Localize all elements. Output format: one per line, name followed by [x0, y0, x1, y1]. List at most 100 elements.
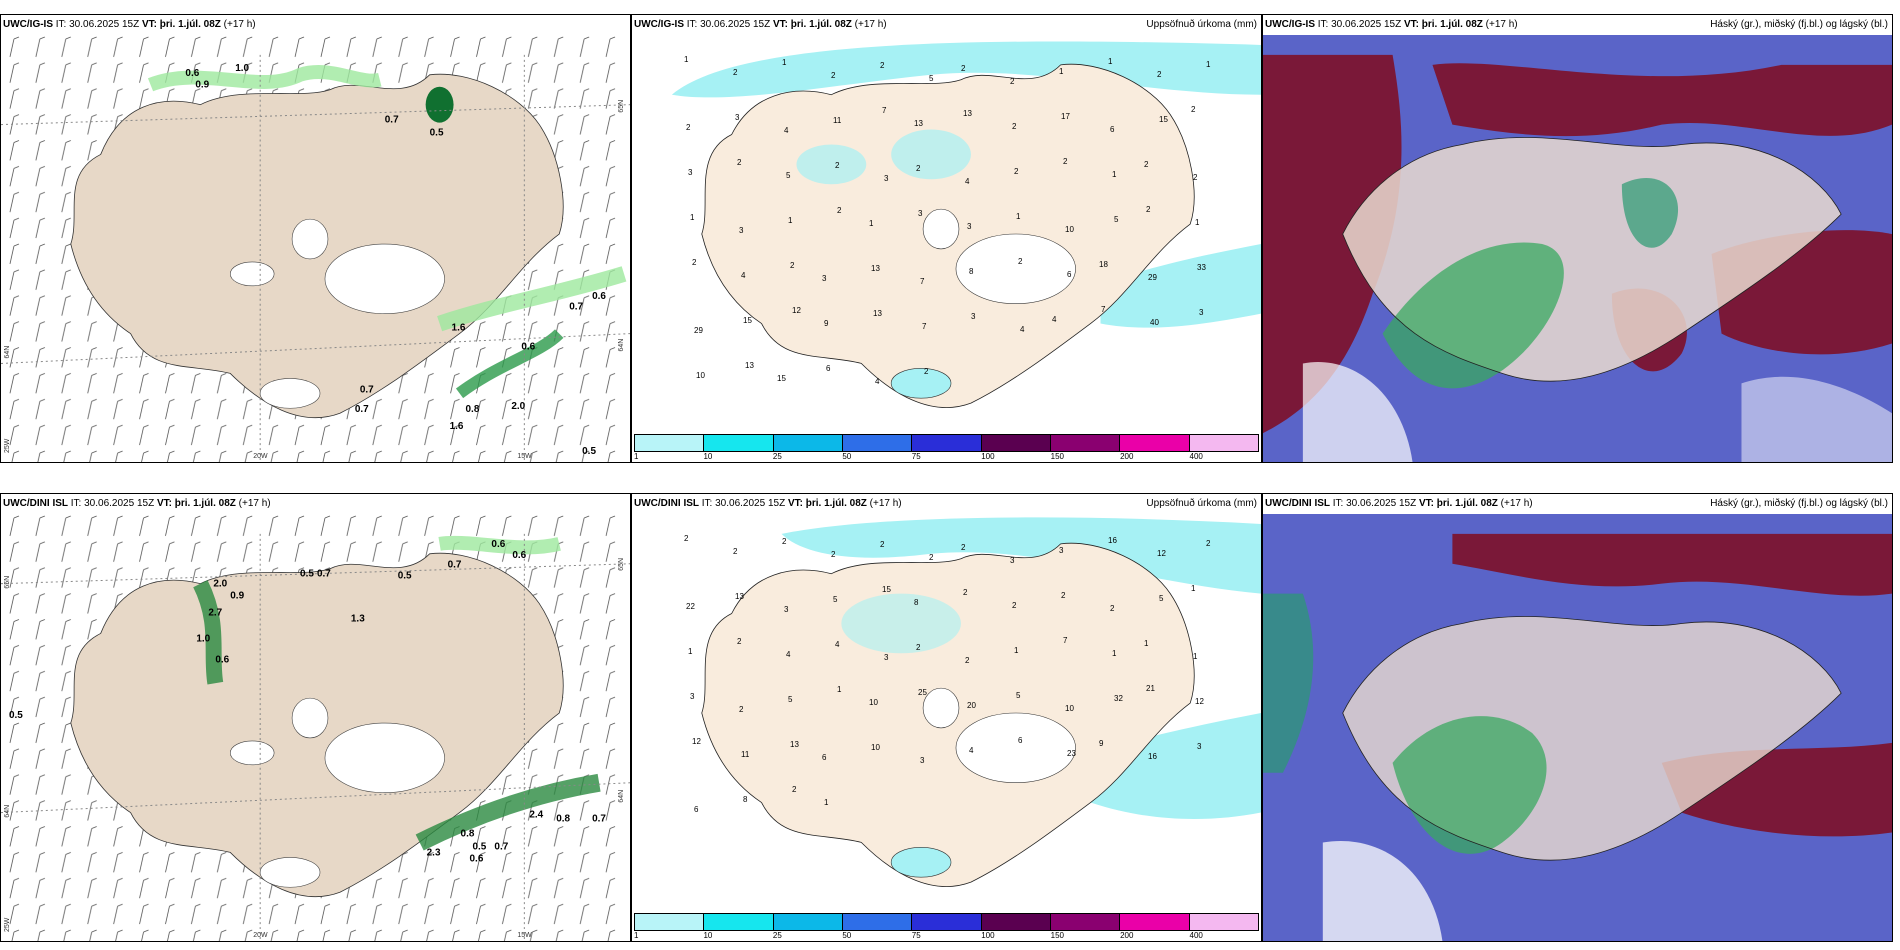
precip-panel-row2: UWC/DINI ISL IT: 30.06.2025 15Z VT: þri.… — [631, 493, 1262, 942]
init-time: IT: 30.06.2025 15Z — [1332, 498, 1417, 509]
precip-value: 3 — [1199, 308, 1204, 317]
precip-value: 3 — [735, 113, 740, 122]
lat-label: 65N — [618, 558, 625, 571]
precip-value: 2 — [924, 367, 929, 376]
precip-value: 1 — [1016, 212, 1021, 221]
precip-value: 2 — [929, 553, 934, 562]
valid-label: VT: — [1418, 498, 1434, 509]
legend-color-cell — [1120, 435, 1190, 451]
wind-value: 2.7 — [208, 608, 222, 619]
wind-value: 0.5 — [473, 841, 487, 852]
model-name: UWC/DINI ISL — [1265, 498, 1330, 509]
precip-value: 5 — [1114, 215, 1119, 224]
legend-tick: 50 — [842, 931, 852, 940]
precip-value: 1 — [688, 647, 693, 656]
legend-tick: 400 — [1189, 931, 1203, 940]
precip-value: 4 — [1020, 325, 1025, 334]
legend-ticks: 1 10 25 50 75 100 150 200 400 — [634, 452, 1259, 462]
precip-value: 2 — [831, 550, 836, 559]
precip-value: 3 — [690, 692, 695, 701]
precip-value: 2 — [961, 543, 966, 552]
precip-panel-row1: UWC/IG-IS IT: 30.06.2025 15Z VT: þri. 1.… — [631, 14, 1262, 463]
precip-value: 2 — [1061, 591, 1066, 600]
precip-value: 1 — [869, 219, 874, 228]
precip-value: 2 — [737, 158, 742, 167]
valid-label: VT: — [787, 498, 803, 509]
cloud-map[interactable] — [1263, 35, 1892, 462]
precip-value: 1 — [1195, 218, 1200, 227]
precip-value: 1 — [824, 798, 829, 807]
wind-value: 0.7 — [494, 841, 508, 852]
precip-value: 32 — [1114, 694, 1123, 703]
wind-value: 0.5 — [398, 571, 412, 582]
precip-value: 21 — [1146, 684, 1155, 693]
panel-header: UWC/DINI ISL IT: 30.06.2025 15Z VT: þri.… — [1263, 494, 1892, 514]
wind-value: 0.6 — [592, 291, 606, 302]
precip-value: 7 — [1101, 305, 1106, 314]
precip-value: 10 — [696, 371, 705, 380]
precip-value: 1 — [1191, 584, 1196, 593]
precip-map[interactable]: 2 2 2 2 2 2 2 3 3 16 12 2 22 13 3 5 15 8 2 2 2 2 5 1 1 2 4 4 3 2 2 1 7 1 1… — [632, 514, 1261, 911]
precip-value: 4 — [835, 640, 840, 649]
legend-color-cell — [773, 435, 843, 451]
valid-time: þri. 1.júl. 08Z — [1421, 19, 1483, 30]
legend-tick: 75 — [911, 452, 921, 461]
precip-value: 4 — [786, 650, 791, 659]
lead-time: (+17 h) — [238, 498, 271, 509]
precip-value: 2 — [737, 637, 742, 646]
wind-value: 2.3 — [427, 847, 441, 858]
cloud-panel-row1: UWC/IG-IS IT: 30.06.2025 15Z VT: þri. 1.… — [1262, 14, 1893, 463]
lead-time: (+17 h) — [869, 498, 902, 509]
wind-value: 0.7 — [448, 560, 462, 571]
valid-time: þri. 1.júl. 08Z — [174, 498, 236, 509]
wind-map[interactable]: 0.6 0.6 2.0 0.9 2.7 1.0 0.6 0.5 0.7 0.5 … — [1, 514, 630, 941]
legend-color-cell — [1189, 435, 1258, 451]
precip-value: 3 — [967, 222, 972, 231]
precip-value: 16 — [1148, 752, 1157, 761]
valid-label: VT: — [141, 19, 157, 30]
precip-value: 9 — [824, 319, 829, 328]
precip-value: 12 — [692, 737, 701, 746]
init-time: IT: 30.06.2025 15Z — [55, 19, 140, 30]
precip-value: 3 — [739, 226, 744, 235]
precip-value: 11 — [833, 116, 842, 125]
precip-value: 7 — [920, 277, 925, 286]
cloud-map[interactable] — [1263, 514, 1892, 941]
init-time: IT: 30.06.2025 15Z — [1317, 19, 1402, 30]
lead-time: (+17 h) — [854, 19, 887, 30]
wind-value: 0.7 — [355, 404, 369, 415]
precip-value: 2 — [1010, 77, 1015, 86]
legend-cells — [634, 434, 1259, 452]
precip-value: 1 — [1112, 170, 1117, 179]
precip-value: 3 — [884, 653, 889, 662]
model-name: UWC/IG-IS — [634, 19, 684, 30]
wind-value: 0.5 — [9, 710, 23, 721]
lead-time: (+17 h) — [223, 19, 256, 30]
wind-value: 0.6 — [521, 342, 535, 353]
valid-time: þri. 1.júl. 08Z — [790, 19, 852, 30]
wind-value: 0.9 — [230, 591, 244, 602]
wind-value: 0.9 — [195, 80, 209, 91]
legend-color-cell — [1120, 914, 1190, 930]
legend-tick: 10 — [703, 931, 713, 940]
valid-label: VT: — [156, 498, 172, 509]
precip-value: 1 — [684, 55, 689, 64]
legend-cells — [634, 913, 1259, 931]
precip-value: 12 — [1195, 697, 1204, 706]
precip-value: 1 — [1112, 649, 1117, 658]
valid-label: VT: — [772, 19, 788, 30]
wind-map[interactable]: 0.6 0.9 1.0 0.7 0.5 1.6 0.7 0.6 0.6 0.7 … — [1, 35, 630, 462]
precip-value: 2 — [1157, 70, 1162, 79]
wind-value: 0.6 — [470, 853, 484, 864]
precip-value: 2 — [684, 534, 689, 543]
precip-value: 2 — [965, 656, 970, 665]
wind-value: 0.5 — [300, 569, 314, 580]
precip-value: 13 — [873, 309, 882, 318]
precip-value: 1 — [1059, 67, 1064, 76]
precip-value: 4 — [741, 271, 746, 280]
precip-value: 1 — [1193, 652, 1198, 661]
precip-value: 3 — [920, 756, 925, 765]
legend-color-cell — [981, 914, 1051, 930]
panel-header: UWC/IG-IS IT: 30.06.2025 15Z VT: þri. 1.… — [1263, 15, 1892, 35]
precip-map[interactable]: 1 2 1 2 2 5 2 2 1 1 2 1 2 3 4 11 7 13 13 2 17 6 15 2 3 2 5 2 3 2 4 2 2 1 2… — [632, 35, 1261, 432]
